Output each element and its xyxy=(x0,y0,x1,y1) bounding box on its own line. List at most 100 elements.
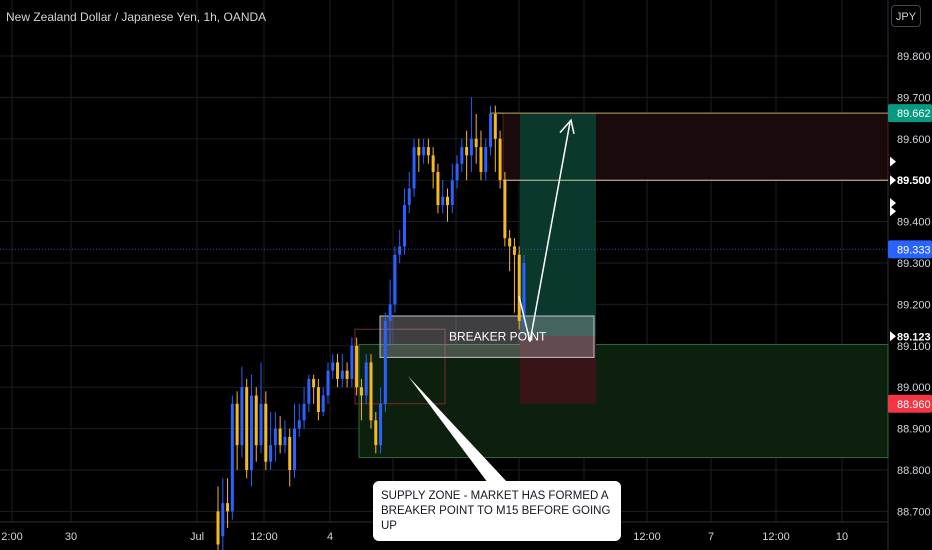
candle xyxy=(512,238,516,313)
candle xyxy=(412,138,416,197)
candle xyxy=(498,130,502,189)
arrow-head-icon xyxy=(559,118,575,134)
candle-body xyxy=(249,395,253,470)
axis-marker-icon xyxy=(890,156,896,167)
candle-body xyxy=(489,113,493,148)
candle-body xyxy=(379,403,383,446)
candle xyxy=(431,147,435,189)
candle xyxy=(455,155,459,189)
price-label-text: 89.123 xyxy=(897,331,931,343)
grid xyxy=(0,0,889,550)
candle xyxy=(297,403,301,437)
candle xyxy=(249,374,253,487)
candle xyxy=(450,163,454,214)
candle-body xyxy=(307,378,311,404)
candle xyxy=(259,362,263,454)
candle xyxy=(446,188,449,222)
candle-body xyxy=(426,147,430,156)
price-axis[interactable]: 89.800 89.700 89.600 89.500 89.400 89.300 89.2… xyxy=(888,51,932,518)
x-tick-label: 12:00 xyxy=(250,531,278,543)
candle xyxy=(264,391,268,470)
candle-body xyxy=(393,254,397,305)
y-tick-label: 89.500 xyxy=(897,175,931,187)
candle xyxy=(226,478,230,528)
candle xyxy=(402,188,406,255)
candle xyxy=(441,180,445,214)
candle xyxy=(469,97,473,172)
candle-body xyxy=(417,147,421,156)
candle-body xyxy=(254,395,258,446)
candle-body xyxy=(278,428,282,446)
candle xyxy=(374,412,378,454)
candle xyxy=(484,138,488,181)
candle xyxy=(326,362,330,404)
breaker-point-label: BREAKER POINT xyxy=(449,330,547,344)
supply-zone xyxy=(358,344,889,459)
candle-body xyxy=(465,147,469,156)
candle-body xyxy=(359,387,363,396)
y-tick-label: 89.800 xyxy=(897,51,931,63)
candle-body xyxy=(340,370,344,379)
candle xyxy=(465,130,469,181)
axis-marker-icon xyxy=(890,197,896,208)
candle xyxy=(345,362,349,388)
candle xyxy=(489,105,493,156)
candle xyxy=(245,378,249,479)
candle xyxy=(388,279,392,346)
candle xyxy=(355,337,359,396)
price-label: 89.500 xyxy=(890,175,931,187)
candle xyxy=(230,395,234,520)
candle-body xyxy=(474,138,478,148)
candle xyxy=(436,163,440,214)
candle xyxy=(312,374,316,404)
candle-body xyxy=(288,436,292,470)
y-tick-label: 89.100 xyxy=(897,341,931,353)
candle-body xyxy=(422,147,426,156)
callout-box[interactable]: SUPPLY ZONE - MARKET HAS FORMED A BREAKE… xyxy=(373,481,621,541)
price-label: 89.662 xyxy=(888,104,932,123)
candle-body xyxy=(321,395,325,413)
price-label-text: 88.960 xyxy=(897,399,931,411)
candle xyxy=(221,478,225,550)
callout-pointer xyxy=(408,376,508,483)
candle xyxy=(398,229,402,263)
zones xyxy=(354,112,889,459)
price-label-bg xyxy=(888,394,932,413)
overlay: BREAKER POINT xyxy=(0,112,888,483)
x-tick-label: Jul xyxy=(190,531,204,543)
candle-body xyxy=(230,403,234,512)
candle xyxy=(240,366,244,458)
candle-body xyxy=(450,180,454,206)
candle xyxy=(359,378,363,421)
candle-body xyxy=(302,403,306,421)
price-label-text: 89.662 xyxy=(897,108,931,120)
candle-body xyxy=(460,147,464,164)
candle-body xyxy=(455,163,459,181)
candle-body xyxy=(484,147,488,172)
candle-body xyxy=(508,238,512,247)
callout-line-2: BREAKER POINT TO M15 BEFORE GOING UP xyxy=(381,505,611,532)
y-tick-label: 88.800 xyxy=(897,465,931,477)
y-tick-label: 89.400 xyxy=(897,217,931,229)
candle xyxy=(364,354,368,404)
candle-body xyxy=(269,445,273,462)
stop-zone xyxy=(520,336,596,404)
target-zone xyxy=(520,113,596,337)
candle xyxy=(288,428,292,487)
candle-body xyxy=(398,246,402,255)
candle xyxy=(216,486,220,550)
candle-body xyxy=(369,362,373,421)
x-tick-label: 10 xyxy=(836,531,848,543)
candle-body xyxy=(469,138,473,156)
candle xyxy=(460,138,464,172)
candle xyxy=(417,138,421,172)
currency-button[interactable]: JPY xyxy=(891,5,921,27)
candle xyxy=(426,138,430,164)
candle xyxy=(269,412,273,470)
candle-body xyxy=(336,362,340,379)
candle xyxy=(321,387,325,417)
candle-body xyxy=(436,171,440,206)
candle-body xyxy=(331,362,335,371)
candle-body xyxy=(517,254,521,321)
